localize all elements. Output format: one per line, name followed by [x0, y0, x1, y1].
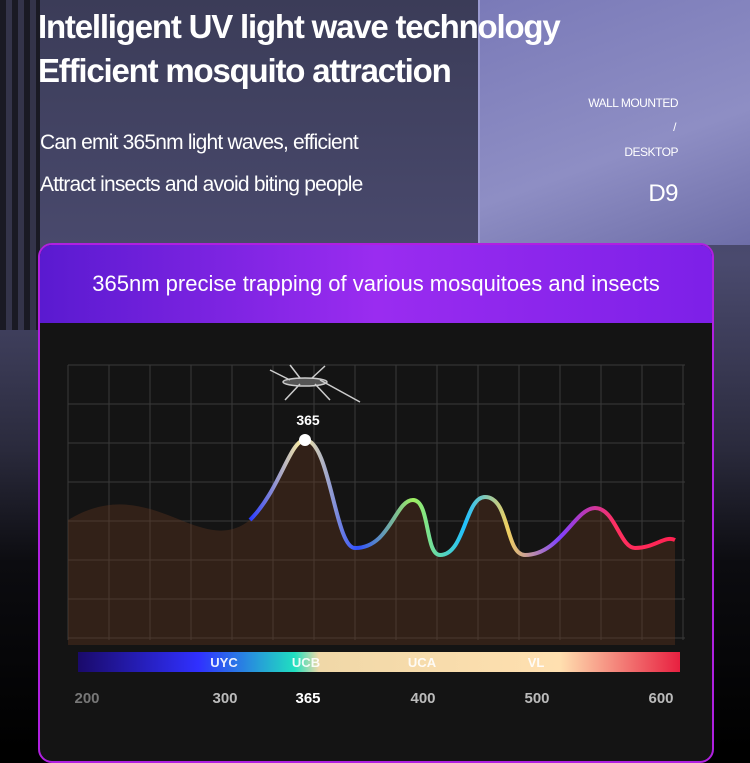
spectrum-fill [68, 440, 675, 645]
decor-stripes [0, 0, 40, 330]
band-label: UCA [407, 655, 437, 670]
x-tick: 365 [295, 690, 321, 707]
chart-grid [67, 364, 685, 640]
x-tick: 600 [648, 690, 674, 707]
device-mount-1: WALL MOUNTED [588, 96, 678, 110]
band-label: VL [527, 655, 545, 670]
card-title: 365nm precise trapping of various mosqui… [40, 245, 712, 323]
band-label: UCB [291, 655, 321, 670]
peak-marker [299, 434, 311, 446]
x-tick: 500 [524, 690, 550, 707]
subtext-2: Attract insects and avoid biting people [40, 173, 363, 196]
headline-2: Efficient mosquito attraction [38, 52, 452, 89]
spectrum-curve [248, 437, 676, 558]
device-mount-2: DESKTOP [624, 145, 678, 159]
x-tick: 300 [212, 690, 238, 707]
peak-label: 365 [296, 412, 320, 428]
headline-1: Intelligent UV light wave technology [38, 8, 561, 45]
band-label: UYC [210, 655, 238, 670]
device-image [478, 0, 750, 245]
x-tick: 200 [74, 690, 100, 707]
spectrum-card: 365nm precise trapping of various mosqui… [38, 243, 714, 763]
device-sep: / [673, 120, 676, 134]
mosquito-icon [269, 364, 361, 403]
subtext-1: Can emit 365nm light waves, efficient [40, 131, 359, 154]
spectrum-band-bar [78, 652, 680, 672]
device-model: D9 [648, 180, 678, 207]
x-tick: 400 [410, 690, 436, 707]
